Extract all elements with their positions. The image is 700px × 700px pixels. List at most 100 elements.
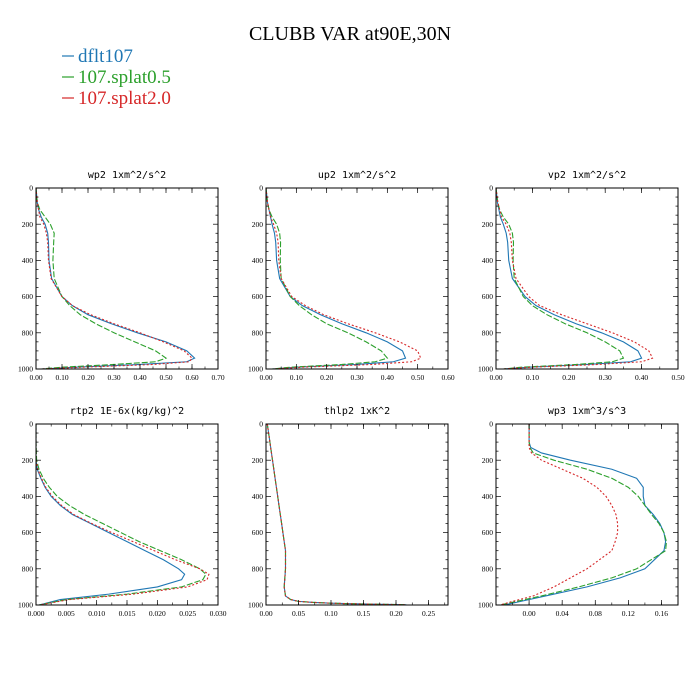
y-tick-label: 600 (22, 528, 34, 537)
x-tick-label: 0.00 (489, 373, 502, 382)
series-line-3 (496, 188, 654, 369)
y-tick-label: 1000 (478, 365, 493, 374)
y-tick-label: 1000 (18, 365, 33, 374)
legend-label-2: 107.splat0.5 (78, 67, 171, 88)
x-tick-label: 0.40 (133, 373, 146, 382)
x-tick-label: 0.10 (55, 373, 68, 382)
x-tick-label: 0.70 (211, 373, 224, 382)
x-tick-label: 0.50 (159, 373, 172, 382)
plot-frame (35, 423, 219, 606)
x-tick-label: 0.05 (292, 609, 305, 618)
x-tick-label: 0.30 (599, 373, 612, 382)
series-line-1 (266, 424, 407, 605)
x-tick-label: 0.30 (350, 373, 363, 382)
legend-label-3: 107.splat2.0 (78, 88, 171, 109)
series-line-2 (500, 424, 667, 605)
y-tick-label: 1000 (248, 601, 263, 610)
plot-frame (495, 423, 679, 606)
y-tick-label: 600 (252, 528, 264, 537)
x-tick-label: 0.10 (290, 373, 303, 382)
plot-frame (35, 187, 219, 370)
x-tick-label: 0.00 (523, 609, 536, 618)
x-tick-label: 0.25 (422, 609, 435, 618)
x-tick-label: 0.20 (562, 373, 575, 382)
x-tick-label: 0.16 (655, 609, 668, 618)
y-tick-label: 400 (252, 492, 264, 501)
legend-entry-3: 107.splat2.0 (62, 88, 171, 109)
y-tick-label: 800 (22, 564, 34, 573)
series-line-3 (266, 424, 407, 605)
series-line-3 (36, 424, 210, 605)
y-tick-label: 200 (252, 220, 264, 229)
series-line-2 (36, 188, 168, 369)
x-tick-label: 0.08 (589, 609, 602, 618)
panel-title: up2 1xm^2/s^2 (318, 170, 396, 181)
y-tick-label: 600 (22, 292, 34, 301)
x-tick-label: 0.10 (526, 373, 539, 382)
x-tick-label: 0.00 (29, 373, 42, 382)
y-tick-label: 1000 (18, 601, 33, 610)
panel-title: wp2 1xm^2/s^2 (88, 170, 166, 181)
y-tick-label: 600 (252, 292, 264, 301)
panel-6: wp3 1xm^3/s^3 0 200 400 600 800 1000 0.00 0.04 0.… (478, 406, 679, 618)
x-tick-label: 0.40 (635, 373, 648, 382)
series-line-1 (36, 188, 196, 369)
series-line-3 (266, 188, 422, 369)
plot-frame (265, 423, 449, 606)
x-tick-label: 0.20 (320, 373, 333, 382)
x-tick-label: 0.005 (58, 609, 75, 618)
y-tick-label: 800 (482, 328, 494, 337)
y-tick-label: 1000 (248, 365, 263, 374)
series-line-2 (266, 188, 389, 369)
y-tick-label: 200 (482, 220, 494, 229)
x-tick-label: 0.025 (179, 609, 196, 618)
y-tick-label: 0 (259, 420, 263, 429)
series-line-1 (496, 188, 643, 369)
y-tick-label: 400 (22, 492, 34, 501)
plot-frame (265, 187, 449, 370)
panel-4: rtp2 1E-6x(kg/kg)^2020040060080010000.00… (18, 406, 227, 618)
y-tick-label: 200 (22, 220, 34, 229)
legend: dflt107 107.splat0.5 107.splat2.0 (62, 46, 171, 109)
x-tick-label: 0.10 (324, 609, 337, 618)
series-line-3 (36, 188, 193, 369)
x-tick-label: 0.010 (88, 609, 105, 618)
panel-title: wp3 1xm^3/s^3 (548, 406, 626, 417)
x-tick-label: 0.40 (381, 373, 394, 382)
panel-title: thlp2 1xK^2 (324, 406, 390, 417)
x-tick-label: 0.00 (259, 373, 272, 382)
x-tick-label: 0.12 (622, 609, 635, 618)
series-line-1 (266, 188, 407, 369)
y-tick-label: 0 (489, 184, 493, 193)
y-tick-label: 400 (482, 492, 494, 501)
y-tick-label: 0 (259, 184, 263, 193)
series-line-2 (36, 424, 207, 605)
series-line-1 (36, 424, 186, 605)
x-tick-label: 0.030 (210, 609, 227, 618)
y-tick-label: 200 (22, 456, 34, 465)
series-line-1 (504, 424, 667, 605)
x-tick-label: 0.30 (107, 373, 120, 382)
y-tick-label: 200 (482, 456, 494, 465)
y-tick-label: 400 (252, 256, 264, 265)
figure-title: CLUBB VAR at90E,30N (249, 23, 451, 45)
legend-label-1: dflt107 (78, 46, 133, 67)
panel-title: rtp2 1E-6x(kg/kg)^2 (70, 406, 184, 417)
y-tick-label: 1000 (478, 601, 493, 610)
y-tick-label: 600 (482, 292, 494, 301)
y-tick-label: 400 (22, 256, 34, 265)
x-tick-label: 0.60 (185, 373, 198, 382)
series-line-2 (496, 188, 625, 369)
y-tick-label: 400 (482, 256, 494, 265)
x-tick-label: 0.20 (81, 373, 94, 382)
y-tick-label: 800 (482, 564, 494, 573)
y-tick-label: 600 (482, 528, 494, 537)
x-tick-label: 0.50 (411, 373, 424, 382)
x-tick-label: 0.015 (119, 609, 136, 618)
y-tick-label: 200 (252, 456, 264, 465)
